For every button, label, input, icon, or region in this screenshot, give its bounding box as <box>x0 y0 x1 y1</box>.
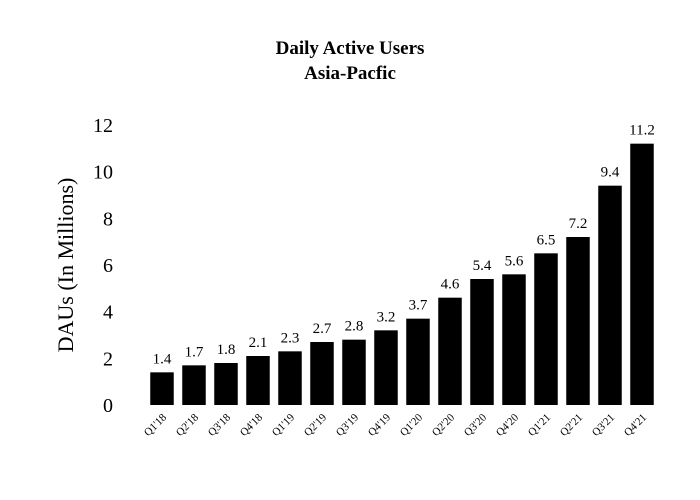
bar <box>406 318 430 405</box>
y-tick-label: 6 <box>103 255 113 277</box>
x-tick-label: Q2'19 <box>302 411 330 439</box>
data-label: 3.2 <box>377 309 396 325</box>
bars <box>150 143 654 405</box>
data-labels: 1.4 1.7 1.8 2.1 2.3 2.7 2.8 3.2 3.7 4.6 5.4 5.6 6.5 7… <box>153 123 655 368</box>
y-tick-label: 0 <box>103 395 113 417</box>
x-tick-label: Q1'18 <box>142 411 170 439</box>
x-tick-label: Q3'21 <box>590 412 617 439</box>
bar <box>278 351 302 405</box>
bar <box>214 363 238 405</box>
x-tick-label: Q2'18 <box>174 411 202 439</box>
bar <box>246 356 270 405</box>
x-tick-label: Q4'21 <box>622 412 649 439</box>
x-tick-label: Q2'21 <box>558 412 585 439</box>
y-tick-label: 4 <box>103 302 113 324</box>
bar <box>630 143 654 405</box>
x-tick-label: Q4'19 <box>366 411 394 439</box>
chart-subtitle: Asia-Pacfic <box>304 63 396 84</box>
data-label: 5.4 <box>473 258 492 274</box>
data-label: 1.8 <box>217 342 236 358</box>
x-tick-label: Q3'20 <box>462 411 490 439</box>
bar <box>182 365 206 405</box>
data-label: 1.4 <box>153 351 172 367</box>
chart-title-block: Daily Active Users Asia-Pacfic <box>0 36 700 86</box>
y-axis-ticks: 0 2 4 6 8 10 12 <box>93 115 113 417</box>
x-tick-label: Q1'21 <box>526 412 553 439</box>
y-tick-label: 2 <box>103 348 113 370</box>
bar <box>310 342 334 405</box>
y-tick-label: 12 <box>93 115 113 137</box>
x-tick-label: Q1'20 <box>398 411 426 439</box>
x-tick-label: Q2'20 <box>430 411 458 439</box>
bar <box>534 253 558 405</box>
bar <box>566 237 590 405</box>
y-tick-label: 8 <box>103 208 113 230</box>
data-label: 4.6 <box>441 277 460 293</box>
bar <box>598 185 622 405</box>
bar <box>342 339 366 405</box>
data-label: 3.7 <box>409 298 428 314</box>
x-tick-label: Q3'19 <box>334 411 362 439</box>
x-tick-label: Q4'20 <box>494 411 522 439</box>
data-label: 9.4 <box>601 165 620 181</box>
bar <box>374 330 398 405</box>
data-label: 5.6 <box>505 253 524 269</box>
x-tick-label: Q4'18 <box>238 411 266 439</box>
data-label: 6.5 <box>537 232 556 248</box>
x-axis-ticks: Q1'18 Q2'18 Q3'18 Q4'18 Q1'19 Q2'19 Q3'19 Q4'19… <box>142 411 649 439</box>
y-axis-label: DAUs (In Millions) <box>53 178 78 353</box>
bar <box>502 274 526 405</box>
data-label: 2.7 <box>313 321 332 337</box>
data-label: 11.2 <box>629 123 655 139</box>
data-label: 2.3 <box>281 330 300 346</box>
data-label: 7.2 <box>569 216 588 232</box>
bar <box>150 372 174 405</box>
x-tick-label: Q1'19 <box>270 411 298 439</box>
bar <box>438 297 462 405</box>
x-tick-label: Q3'18 <box>206 411 234 439</box>
data-label: 1.7 <box>185 344 204 360</box>
y-tick-label: 10 <box>93 162 113 184</box>
data-label: 2.8 <box>345 319 364 335</box>
bar <box>470 279 494 405</box>
data-label: 2.1 <box>249 335 268 351</box>
chart-title: Daily Active Users <box>275 38 425 59</box>
